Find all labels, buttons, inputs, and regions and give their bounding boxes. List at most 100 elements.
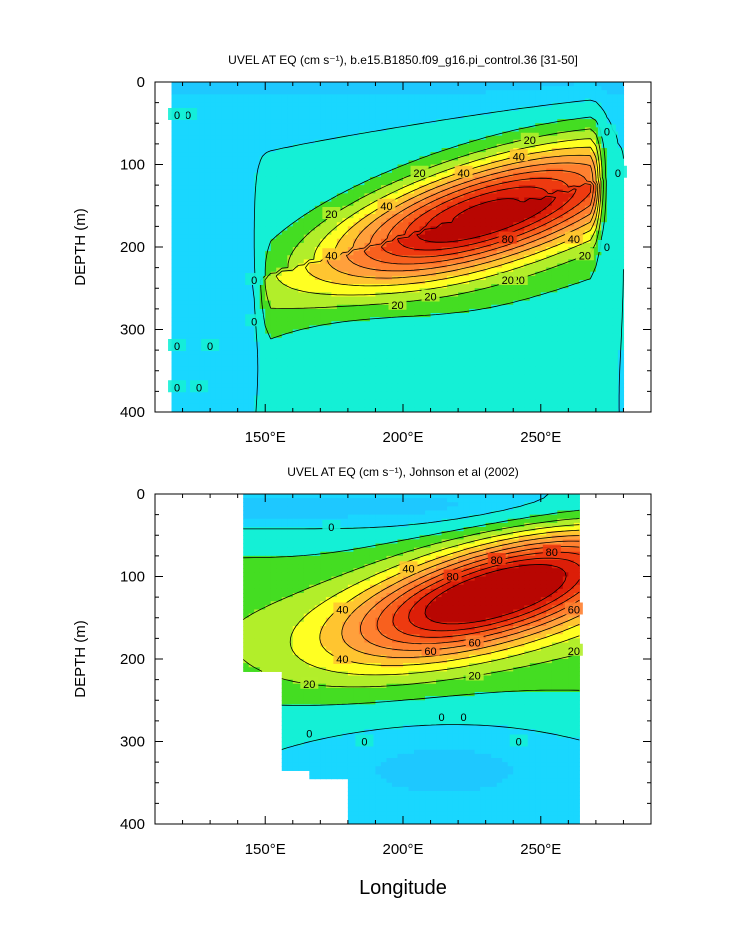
contour-cell [447,255,454,260]
contour-cell [441,106,448,112]
contour-cell [557,238,564,244]
contour-cell [391,156,399,161]
contour-cell [403,255,410,260]
contour-cell [342,308,349,314]
contour-cell [259,193,266,199]
contour-cell [193,148,200,153]
contour-cell [287,209,294,215]
contour-cell [524,300,531,306]
contour-cell [292,222,299,227]
contour-cell [171,205,178,211]
contour-cell [463,176,470,182]
contour-cell [221,222,228,227]
contour-cell [595,168,602,174]
contour-cell [342,304,349,310]
contour-cell [529,148,536,153]
contour-cell [270,205,277,211]
contour-cell [314,304,321,310]
contour-cell [568,119,575,124]
contour-cell [303,197,310,203]
contour-cell [375,176,382,182]
contour-cell [226,288,233,293]
contour-cell [369,234,377,240]
contour-cell [287,292,294,298]
contour-cell [551,251,558,256]
contour-cell [177,176,184,182]
contour-cell [281,251,288,256]
contour-cell [403,160,410,166]
contour-cell [276,131,283,137]
contour-cell [215,98,222,104]
contour-cell [243,201,250,207]
contour-cell [171,160,178,166]
contour-cell [469,90,476,95]
contour-cell [557,308,564,314]
contour-cell [287,308,294,314]
contour-cell [551,275,558,281]
contour-cell [226,214,233,219]
contour-cell [204,226,211,232]
contour-cell [325,329,332,335]
contour-cell [397,185,404,190]
contour-cell [204,329,211,335]
contour-cell [612,201,619,207]
contour-cell [226,143,233,149]
contour-cell [491,308,498,314]
contour-cell [199,127,206,133]
contour-cell [369,251,377,256]
contour-cell [612,189,619,194]
contour-cell [601,90,608,95]
contour-cell [590,181,597,186]
contour-cell [403,86,410,91]
contour-cell [309,321,316,326]
contour-cell [529,172,536,178]
contour-cell [414,139,421,145]
contour-cell [452,115,459,120]
contour-cell [414,308,421,314]
contour-cell [210,197,217,203]
contour-cell [281,214,288,219]
contour-cell [386,271,393,277]
contour-cell [568,209,575,215]
contour-cell [314,226,321,232]
contour-cell [617,193,625,199]
contour-cell [375,172,382,178]
contour-cell [254,98,261,104]
contour-cell [584,148,591,153]
contour-cell [287,267,294,273]
contour-cell [259,94,266,100]
contour-cell [199,271,206,277]
contour-cell [215,267,222,273]
contour-cell [419,143,426,149]
contour-cell [474,86,481,91]
contour-cell [491,222,498,227]
contour-cell [237,263,244,269]
contour-cell [557,325,564,331]
contour-cell [403,209,410,215]
contour-cell [551,292,558,298]
contour-cell [248,218,255,223]
contour-cell [391,267,399,273]
contour-cell [298,226,305,232]
contour-cell [221,189,228,194]
contour-cell [347,313,354,318]
contour-cell [540,189,547,194]
contour-cell [513,267,520,273]
contour-cell [491,251,498,256]
contour-cell [397,214,404,219]
contour-cell [463,317,470,322]
contour-cell [331,94,338,100]
contour-cell [485,94,492,100]
contour-cell [182,255,189,260]
contour-cell [403,267,410,273]
contour-cell [369,218,377,223]
contour-cell [573,82,580,87]
contour-cell [397,308,404,314]
contour-cell [281,110,288,116]
contour-cell [199,284,206,289]
contour-cell [529,288,536,293]
contour-cell [584,234,591,240]
contour-cell [347,127,354,133]
contour-cell [403,275,410,281]
contour-cell [551,82,558,87]
